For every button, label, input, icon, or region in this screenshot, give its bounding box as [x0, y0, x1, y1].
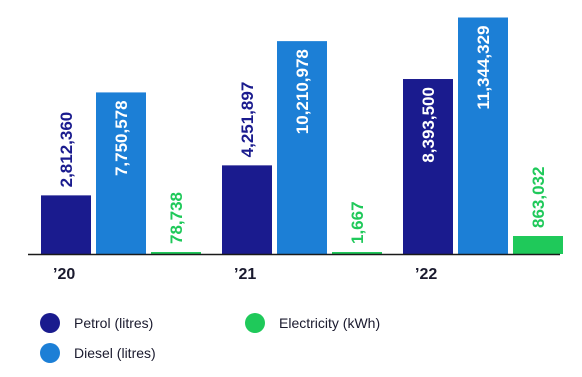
legend-item-electricity: Electricity (kWh): [245, 313, 495, 333]
category-label-3: ’22: [415, 266, 437, 283]
data-label-diesel-3: 11,344,329: [474, 25, 493, 109]
legend-item-petrol: Petrol (litres): [40, 313, 245, 333]
legend-label-petrol: Petrol (litres): [74, 315, 154, 331]
bar-petrol-3: [403, 79, 453, 254]
bar-diesel-2: [277, 41, 327, 254]
data-label-electricity-2: 1,667: [348, 201, 367, 244]
data-label-electricity-1: 78,738: [167, 192, 186, 244]
legend: Petrol (litres) Electricity (kWh) Diesel…: [40, 308, 560, 368]
data-label-diesel-2: 10,210,978: [293, 49, 312, 134]
bar-diesel-3: [458, 17, 508, 254]
data-label-diesel-1: 7,750,578: [112, 100, 131, 176]
legend-swatch-petrol: [40, 313, 60, 333]
category-label-1: ’20: [53, 266, 75, 283]
bar-electricity-1: [151, 252, 201, 254]
bar-electricity-3: [513, 236, 563, 254]
bar-diesel-1: [96, 92, 146, 254]
bar-petrol-1: [41, 195, 91, 254]
data-label-petrol-1: 2,812,360: [57, 112, 76, 188]
legend-swatch-diesel: [40, 343, 60, 363]
legend-label-electricity: Electricity (kWh): [279, 315, 381, 331]
legend-item-diesel: Diesel (litres): [40, 343, 245, 363]
data-label-electricity-3: 863,032: [529, 167, 548, 228]
category-label-2: ’21: [234, 266, 256, 283]
legend-swatch-electricity: [245, 313, 265, 333]
data-label-petrol-3: 8,393,500: [419, 87, 438, 163]
data-label-petrol-2: 4,251,897: [238, 82, 257, 158]
legend-label-diesel: Diesel (litres): [74, 345, 156, 361]
bar-petrol-2: [222, 165, 272, 254]
bar-electricity-2: [332, 252, 382, 254]
